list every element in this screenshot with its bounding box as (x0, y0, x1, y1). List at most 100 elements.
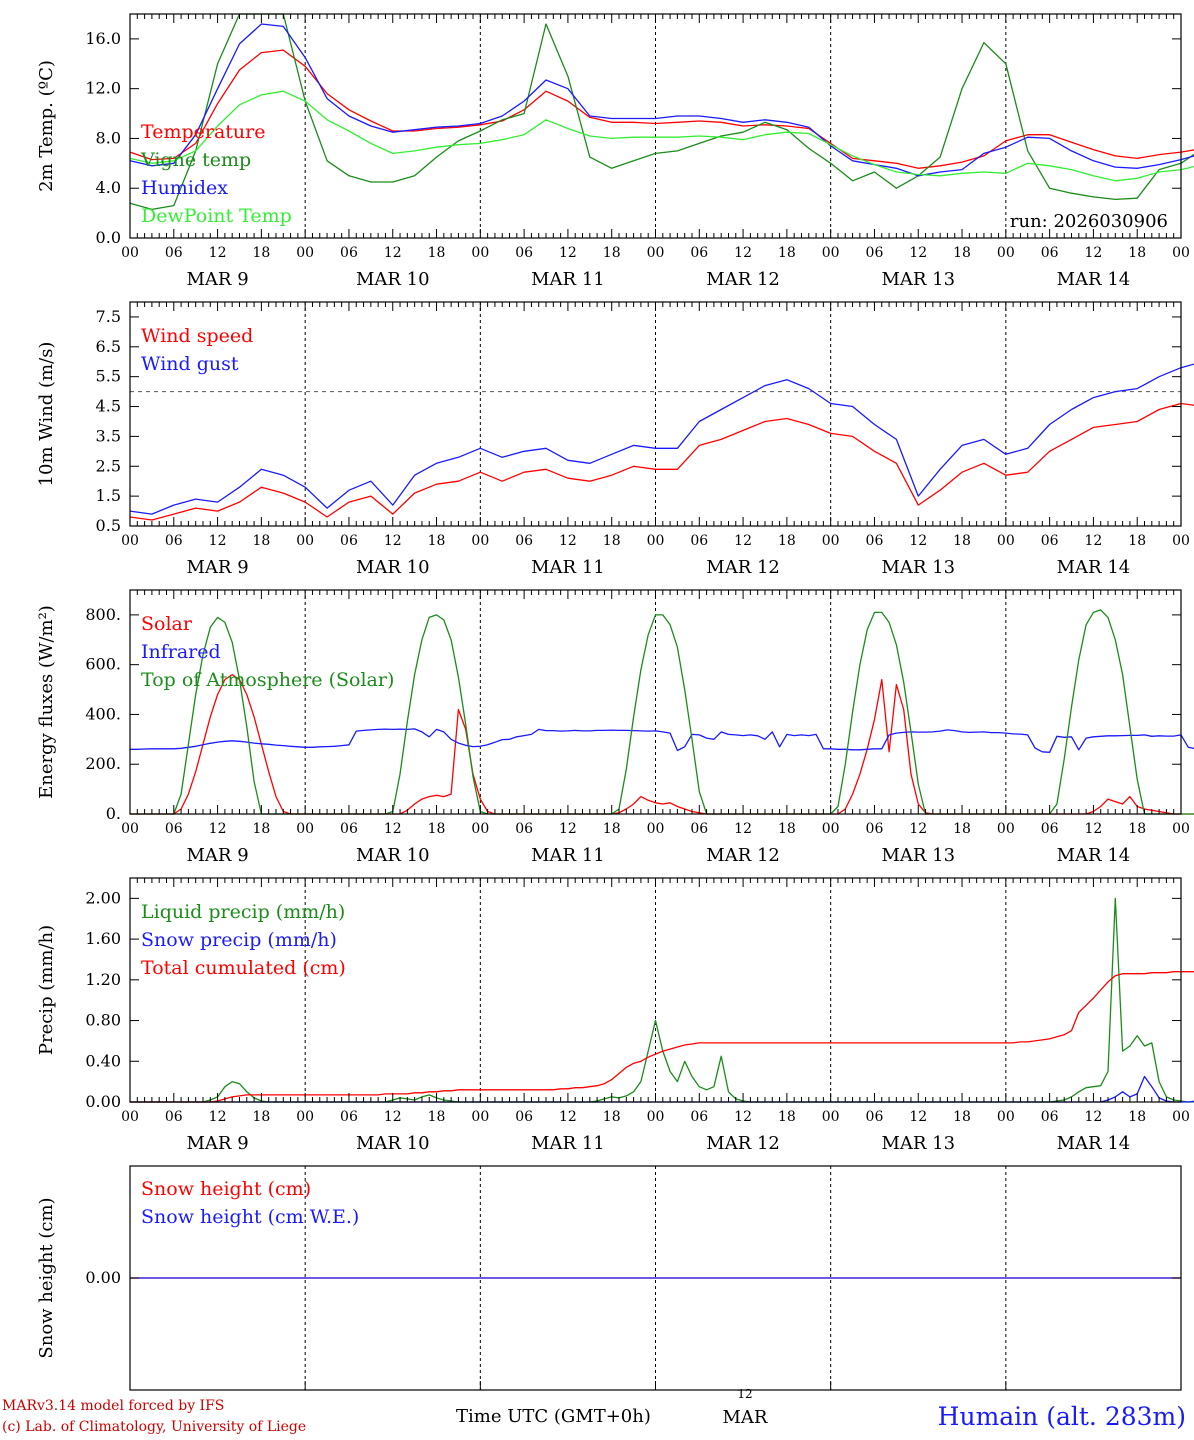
series-total-cumulated-cm- (130, 971, 1194, 1103)
x-tick-label: 12 (384, 245, 402, 261)
x-day-label: MAR 12 (706, 269, 780, 290)
x-day-label: MAR 9 (187, 269, 249, 290)
x-tick-label: 18 (603, 1109, 621, 1125)
x-tick-label: 12 (559, 821, 577, 837)
x-tick-label: 18 (603, 821, 621, 837)
x-tick-label: 12 (559, 245, 577, 261)
x-tick-label: 12 (734, 821, 752, 837)
x-tick-label: 00 (296, 1109, 314, 1125)
series-wind-speed (129, 402, 1194, 521)
x-tick-label: 06 (866, 245, 884, 261)
legend-entry: Snow precip (mm/h) (141, 929, 337, 951)
plot-frame (129, 589, 1182, 815)
x-tick-label: 00 (997, 245, 1015, 261)
x-tick-label: 18 (778, 1109, 796, 1125)
x-tick-label: 06 (1041, 1109, 1059, 1125)
y-tick-label: 800. (85, 605, 121, 624)
lab-credit: (c) Lab. of Climatology, University of L… (2, 1419, 307, 1435)
y-axis-label: Energy fluxes (W/m²) (36, 605, 57, 799)
x-tick-label: 00 (1172, 533, 1190, 549)
x-tick-label: 06 (165, 821, 183, 837)
x-tick-label: 18 (252, 1109, 270, 1125)
y-axis-label: Snow height (cm) (36, 1197, 57, 1358)
y-tick-label: 4.5 (96, 397, 121, 416)
x-tick-label: 12 (1085, 533, 1103, 549)
x-day-label: MAR 10 (356, 845, 430, 866)
x-day-label: MAR 9 (187, 845, 249, 866)
x-tick-label: 06 (866, 821, 884, 837)
y-axis-label: 2m Temp. (ºC) (36, 60, 57, 192)
x-tick-label: 06 (340, 245, 358, 261)
x-tick-label: 06 (515, 245, 533, 261)
y-tick-label: 0.40 (85, 1051, 121, 1070)
legend-entry: Total cumulated (cm) (141, 957, 346, 979)
legend-entry: DewPoint Temp (141, 205, 292, 227)
series-snow-precip-mm-h- (130, 1075, 1194, 1103)
x-tick-label: 12 (1085, 1109, 1103, 1125)
x-tick-label: 06 (165, 533, 183, 549)
legend-entry: Temperature (141, 121, 265, 143)
x-day-label: MAR (723, 1407, 768, 1428)
y-tick-label: 1.20 (85, 970, 121, 989)
y-tick-label: 8.0 (96, 128, 121, 147)
series-humidex (129, 23, 1194, 177)
y-tick-label: 4.0 (96, 178, 121, 197)
x-tick-label: 00 (997, 533, 1015, 549)
y-tick-label: 3.5 (96, 426, 121, 445)
legend-entry: Humidex (141, 177, 228, 199)
x-tick-label: 18 (1128, 245, 1146, 261)
x-tick-label: 00 (647, 1109, 665, 1125)
x-tick-label: 00 (822, 533, 840, 549)
x-tick-label: 12 (909, 1109, 927, 1125)
y-tick-label: 6.5 (96, 337, 121, 356)
x-day-label: MAR 13 (881, 269, 955, 290)
x-day-label: MAR 14 (1057, 557, 1131, 578)
x-tick-label: 12 (909, 533, 927, 549)
x-tick-label: 12 (737, 1387, 752, 1401)
plot-frame (129, 301, 1182, 527)
x-tick-label: 06 (340, 821, 358, 837)
x-tick-label: 18 (428, 245, 446, 261)
x-day-label: MAR 10 (356, 269, 430, 290)
x-tick-label: 12 (734, 1109, 752, 1125)
x-tick-label: 00 (822, 245, 840, 261)
legend-entry: Liquid precip (mm/h) (141, 901, 345, 923)
x-tick-label: 00 (647, 821, 665, 837)
x-tick-label: 00 (997, 821, 1015, 837)
x-tick-label: 12 (559, 533, 577, 549)
y-tick-label: 1.5 (96, 486, 121, 505)
panel-energy: 00 06 12 18 00 06 12 18 00 06 12 18 00 06 12 18 00 06 12 18… (36, 589, 1194, 866)
legend-entry: Snow height (cm W.E.) (141, 1206, 359, 1228)
x-tick-label: 12 (734, 245, 752, 261)
x-day-label: MAR 11 (531, 269, 605, 290)
y-axis-label: 10m Wind (m/s) (36, 342, 57, 487)
panel-wind: 00 06 12 18 00 06 12 18 00 06 12 18 00 06 12 18 00 06 12 18… (36, 301, 1194, 578)
x-tick-label: 18 (603, 533, 621, 549)
x-tick-label: 06 (690, 821, 708, 837)
x-tick-label: 18 (1128, 1109, 1146, 1125)
x-tick-label: 18 (953, 533, 971, 549)
series-top-of-atmosphere-solar- (130, 609, 1194, 815)
x-tick-label: 06 (690, 533, 708, 549)
x-tick-label: 00 (471, 821, 489, 837)
y-tick-label: 0.00 (85, 1268, 121, 1287)
x-day-label: MAR 12 (706, 1133, 780, 1154)
x-tick-label: 06 (866, 1109, 884, 1125)
legend-entry: Top of Atmosphere (Solar) (141, 669, 394, 691)
x-tick-label: 00 (471, 1109, 489, 1125)
x-tick-label: 12 (909, 821, 927, 837)
legend-entry: Wind speed (141, 325, 253, 347)
y-tick-label: 0.00 (85, 1092, 121, 1111)
legend-entry: Vigne temp (140, 149, 251, 171)
x-tick-label: 18 (953, 821, 971, 837)
x-tick-label: 18 (778, 533, 796, 549)
x-tick-label: 18 (953, 245, 971, 261)
y-tick-label: 0.5 (96, 516, 121, 535)
series-infrared (130, 728, 1194, 753)
x-day-label: MAR 10 (356, 1133, 430, 1154)
legend-entry: Infrared (141, 641, 221, 663)
x-tick-label: 00 (647, 533, 665, 549)
x-tick-label: 12 (909, 245, 927, 261)
x-tick-label: 06 (690, 245, 708, 261)
